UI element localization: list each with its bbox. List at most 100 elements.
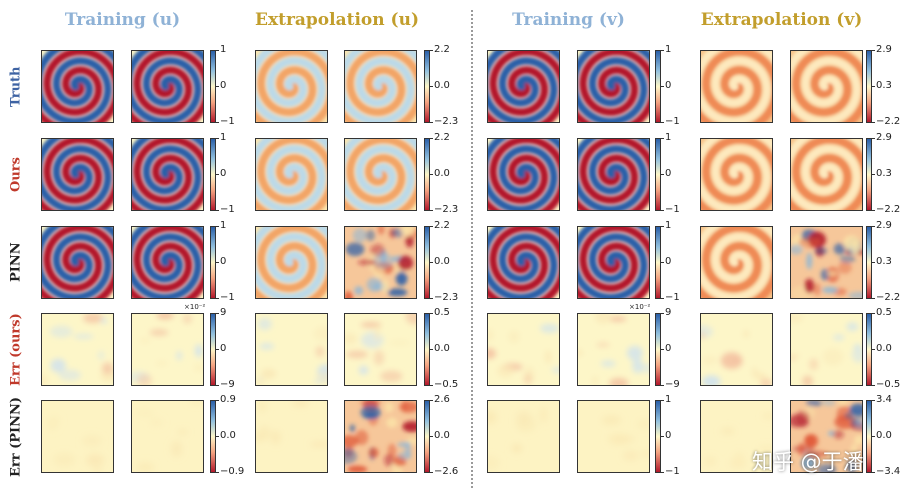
colorbar bbox=[866, 226, 872, 299]
colorbar-tick-label: −2.2 bbox=[876, 292, 901, 303]
colorbar-tick-label: 0 bbox=[220, 256, 227, 267]
field-image bbox=[791, 314, 862, 385]
field-image bbox=[132, 401, 203, 472]
colorbar-tick-mark bbox=[872, 385, 875, 386]
field-image bbox=[256, 139, 327, 210]
colorbar-tick-mark bbox=[661, 436, 664, 437]
colorbar-tick-label: 0 bbox=[665, 80, 672, 91]
colorbar-tick-label: 9 bbox=[220, 307, 227, 318]
colorbar-tick-mark bbox=[430, 174, 433, 175]
colorbar-tick-mark bbox=[872, 298, 875, 299]
colorbar-tick-mark bbox=[872, 50, 875, 51]
field-image bbox=[791, 227, 862, 298]
colorbar bbox=[655, 50, 661, 123]
colorbar bbox=[424, 50, 430, 123]
colorbar bbox=[866, 50, 872, 123]
colorbar-tick-label: −2.6 bbox=[434, 466, 459, 477]
colorbar-tick-mark bbox=[216, 210, 219, 211]
colorbar-tick-label: −1 bbox=[665, 292, 680, 303]
colorbar bbox=[210, 138, 216, 211]
colorbar-tick-label: −9 bbox=[665, 379, 680, 390]
colorbar-tick-mark bbox=[661, 50, 664, 51]
colorbar-tick-label: 0.0 bbox=[434, 80, 450, 91]
colorbar-tick-mark bbox=[430, 298, 433, 299]
field-panel bbox=[41, 138, 114, 211]
field-image bbox=[132, 314, 203, 385]
row-label: Err (PINN) bbox=[8, 396, 24, 477]
colorbar-tick-mark bbox=[430, 400, 433, 401]
colorbar-tick-mark bbox=[430, 472, 433, 473]
field-panel bbox=[790, 138, 863, 211]
colorbar-tick-mark bbox=[872, 313, 875, 314]
colorbar-tick-mark bbox=[216, 436, 219, 437]
colorbar-tick-mark bbox=[430, 262, 433, 263]
field-panel bbox=[344, 138, 417, 211]
field-image bbox=[256, 227, 327, 298]
field-image bbox=[791, 401, 862, 472]
colorbar-tick-label: 0.5 bbox=[876, 307, 892, 318]
colorbar bbox=[210, 313, 216, 386]
colorbar-tick-mark bbox=[872, 472, 875, 473]
colorbar-tick-mark bbox=[216, 385, 219, 386]
column-title: Training (v) bbox=[512, 10, 625, 30]
colorbar-tick-mark bbox=[430, 313, 433, 314]
colorbar-tick-mark bbox=[661, 122, 664, 123]
colorbar-tick-mark bbox=[661, 174, 664, 175]
field-panel bbox=[344, 50, 417, 123]
field-image bbox=[132, 51, 203, 122]
colorbar-tick-label: 0.3 bbox=[876, 256, 892, 267]
field-image bbox=[701, 314, 772, 385]
colorbar-tick-mark bbox=[661, 226, 664, 227]
colorbar-tick-mark bbox=[872, 138, 875, 139]
colorbar bbox=[424, 400, 430, 473]
column-title: Extrapolation (v) bbox=[700, 10, 863, 30]
field-panel bbox=[487, 400, 560, 473]
colorbar-tick-mark bbox=[661, 313, 664, 314]
colorbar-tick-label: 2.9 bbox=[876, 44, 892, 55]
field-image bbox=[701, 139, 772, 210]
colorbar-tick-label: 0.0 bbox=[434, 256, 450, 267]
colorbar-tick-mark bbox=[216, 86, 219, 87]
field-image bbox=[256, 314, 327, 385]
row-label: Err (ours) bbox=[8, 313, 24, 386]
colorbar-tick-mark bbox=[872, 210, 875, 211]
colorbar-tick-label: 0 bbox=[220, 80, 227, 91]
colorbar-tick-label: 0.0 bbox=[434, 430, 450, 441]
field-image bbox=[488, 51, 559, 122]
field-panel bbox=[41, 313, 114, 386]
colorbar-tick-label: 2.9 bbox=[876, 220, 892, 231]
field-panel bbox=[577, 226, 650, 299]
colorbar-tick-mark bbox=[872, 226, 875, 227]
field-image bbox=[42, 227, 113, 298]
colorbar-tick-label: −3.4 bbox=[876, 466, 901, 477]
colorbar-tick-label: 0 bbox=[220, 168, 227, 179]
colorbar-tick-label: 0.0 bbox=[876, 343, 892, 354]
colorbar-tick-label: 9 bbox=[665, 307, 672, 318]
colorbar-tick-mark bbox=[661, 472, 664, 473]
field-panel bbox=[131, 400, 204, 473]
field-panel bbox=[344, 400, 417, 473]
field-panel bbox=[487, 138, 560, 211]
field-panel bbox=[577, 138, 650, 211]
colorbar-tick-mark bbox=[216, 298, 219, 299]
field-image bbox=[256, 51, 327, 122]
colorbar-tick-mark bbox=[661, 385, 664, 386]
colorbar bbox=[866, 313, 872, 386]
colorbar-tick-mark bbox=[872, 400, 875, 401]
field-panel bbox=[790, 400, 863, 473]
colorbar-tick-label: 2.2 bbox=[434, 132, 450, 143]
field-panel bbox=[790, 226, 863, 299]
colorbar-tick-label: 2.6 bbox=[434, 394, 450, 405]
colorbar-tick-mark bbox=[430, 226, 433, 227]
field-image bbox=[488, 314, 559, 385]
colorbar-tick-label: 1 bbox=[665, 394, 672, 405]
colorbar-tick-mark bbox=[661, 210, 664, 211]
colorbar-tick-mark bbox=[430, 122, 433, 123]
colorbar-tick-mark bbox=[430, 349, 433, 350]
field-panel bbox=[700, 400, 773, 473]
column-title: Extrapolation (u) bbox=[255, 10, 419, 30]
row-label: Ours bbox=[8, 157, 24, 192]
colorbar-tick-label: −1 bbox=[665, 466, 680, 477]
colorbar-tick-label: −0.5 bbox=[876, 379, 901, 390]
colorbar-tick-label: 0.0 bbox=[434, 343, 450, 354]
